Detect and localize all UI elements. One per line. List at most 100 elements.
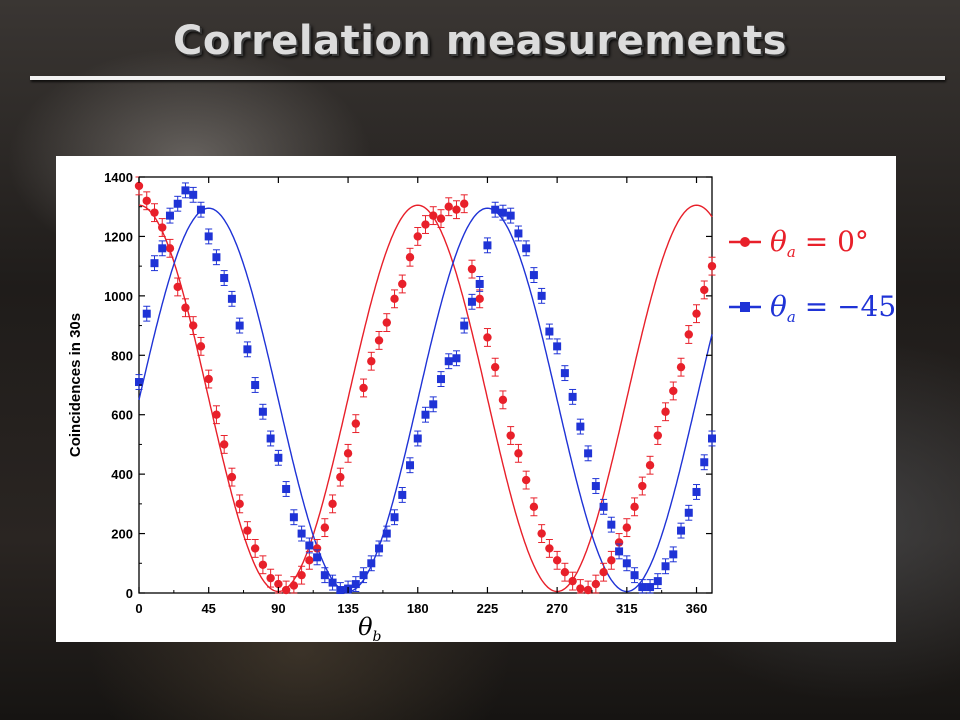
data-point-series-0 (498, 390, 508, 410)
data-point-series-1 (638, 579, 647, 594)
data-point-series-1 (607, 516, 616, 533)
marker-square (212, 253, 221, 262)
data-point-series-0 (297, 565, 306, 585)
marker-square (514, 229, 523, 238)
fit-curve-series-1 (138, 207, 713, 593)
marker-circle (669, 386, 678, 396)
marker-circle (390, 294, 399, 304)
marker-circle (351, 419, 361, 428)
marker-circle (328, 499, 337, 509)
data-point-series-1 (189, 186, 198, 203)
chart-panel: 0 45 90 135 180 225 270 315 360 0 200 400 600 800 1000… (56, 156, 896, 642)
data-point-series-1 (491, 201, 500, 218)
marker-circle (158, 223, 167, 232)
data-point-series-1 (305, 537, 314, 554)
data-point-series-0 (390, 289, 399, 309)
legend-entry-1: θa = −45° (729, 290, 896, 326)
x-tick-label: 90 (271, 601, 285, 616)
marker-circle (165, 244, 175, 253)
marker-circle (529, 502, 539, 512)
marker-square (522, 244, 531, 253)
marker-square (227, 294, 236, 303)
data-point-series-1 (684, 504, 693, 521)
marker-circle (204, 374, 213, 384)
data-point-series-1 (266, 430, 275, 447)
marker-circle (436, 214, 446, 223)
marker-square (258, 407, 267, 416)
data-point-series-0 (243, 521, 252, 541)
data-point-series-0 (521, 470, 531, 490)
data-point-series-1 (398, 487, 407, 503)
data-point-series-1 (514, 225, 523, 242)
correlation-chart: 0 45 90 135 180 225 270 315 360 0 200 400 600 800 1000… (67, 170, 896, 642)
marker-circle (630, 502, 639, 512)
marker-circle (514, 449, 523, 458)
marker-circle (429, 211, 438, 220)
data-point-series-1 (460, 317, 469, 334)
data-point-series-0 (599, 562, 608, 582)
legend-marker-circle (740, 237, 750, 247)
marker-circle (305, 556, 314, 565)
x-axis-label: θb (358, 613, 381, 642)
data-point-series-0 (576, 579, 585, 594)
data-point-series-1 (599, 498, 608, 515)
marker-square (421, 410, 430, 419)
data-point-series-1 (227, 290, 236, 307)
marker-square (142, 309, 151, 318)
y-tick-label: 1200 (104, 229, 133, 244)
data-point-series-1 (313, 549, 322, 566)
marker-circle (258, 560, 268, 569)
marker-square (382, 529, 391, 538)
data-point-series-1 (661, 558, 670, 575)
marker-circle (297, 570, 306, 580)
data-point-series-1 (220, 270, 229, 286)
data-point-series-1 (584, 445, 593, 462)
marker-square (173, 199, 182, 208)
data-point-series-1 (421, 406, 430, 423)
data-point-series-0 (374, 331, 384, 350)
data-point-series-1 (498, 204, 507, 221)
data-point-series-1 (630, 567, 639, 584)
data-point-series-1 (367, 555, 376, 572)
marker-circle (599, 568, 608, 577)
x-tick-label: 45 (201, 601, 215, 616)
marker-square (545, 327, 554, 336)
x-tick-label: 360 (686, 601, 708, 616)
marker-circle (336, 472, 345, 482)
x-tick-label: 0 (135, 601, 142, 616)
legend-label-main: θ (770, 290, 787, 323)
data-point-series-0 (607, 550, 616, 570)
data-point-series-0 (591, 574, 601, 594)
y-tick-label: 400 (111, 467, 133, 482)
legend-marker-square (740, 302, 750, 312)
data-point-series-1 (258, 403, 267, 420)
marker-square (646, 583, 655, 592)
marker-square (235, 321, 244, 330)
marker-square (158, 244, 167, 253)
marker-circle (622, 523, 632, 532)
data-point-series-1 (708, 430, 716, 447)
marker-circle (576, 584, 585, 593)
legend-label: θa = 0° (770, 225, 869, 261)
marker-circle (614, 538, 624, 547)
marker-square (196, 205, 205, 214)
marker-square (266, 434, 275, 443)
x-tick-label: 225 (477, 601, 499, 616)
marker-circle (413, 232, 422, 241)
data-point-series-1 (700, 454, 709, 471)
data-point-series-0 (583, 580, 593, 595)
legend-label-rest: = −45° (796, 290, 896, 323)
marker-circle (142, 196, 151, 205)
marker-square (359, 571, 368, 580)
y-tick-label: 1400 (104, 170, 133, 185)
data-point-series-0 (328, 494, 337, 514)
marker-square (638, 583, 647, 592)
data-point-series-1 (677, 522, 686, 539)
data-point-series-1 (243, 341, 252, 358)
marker-circle (452, 205, 461, 214)
marker-circle (227, 472, 237, 482)
data-point-series-0 (429, 206, 438, 226)
marker-square (483, 241, 492, 250)
data-point-series-1 (553, 338, 562, 355)
marker-circle (498, 395, 508, 405)
